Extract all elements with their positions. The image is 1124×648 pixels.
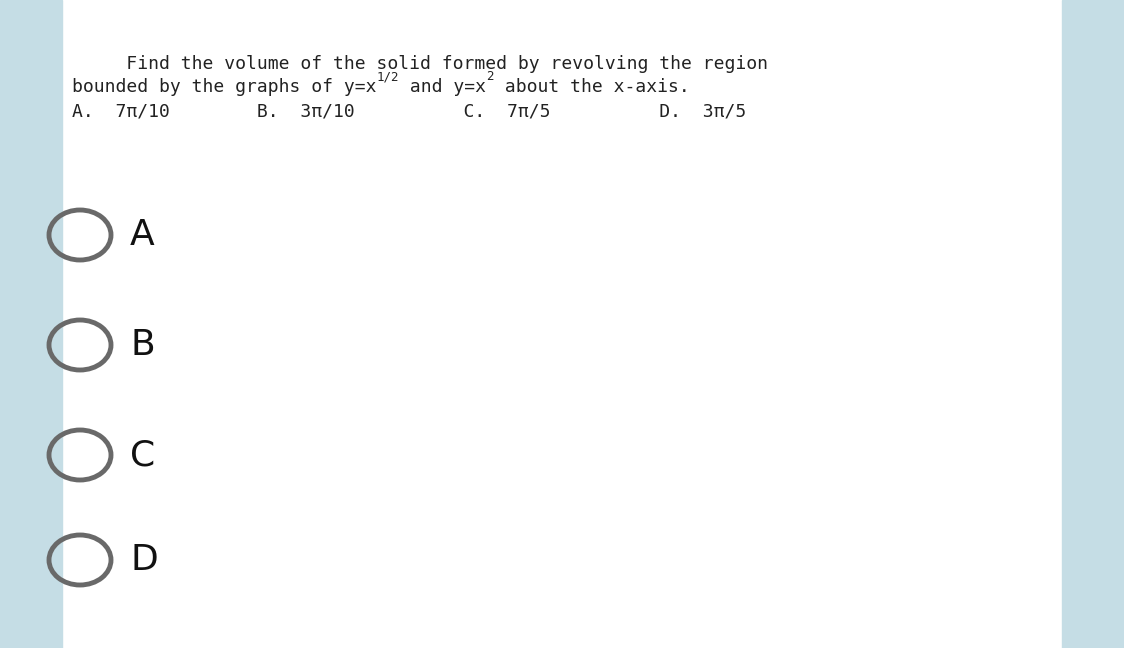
Text: and y=x: and y=x [399, 78, 486, 96]
Bar [1062, 0, 1124, 648]
Text: A: A [130, 218, 155, 252]
Text: 2: 2 [486, 70, 493, 83]
Text: 1/2: 1/2 [377, 70, 399, 83]
Text: C: C [130, 438, 155, 472]
Text: about the x-axis.: about the x-axis. [493, 78, 689, 96]
Text: D: D [130, 543, 157, 577]
Text: Find the volume of the solid formed by revolving the region: Find the volume of the solid formed by r… [72, 55, 768, 73]
Text: A.  7π/10        B.  3π/10          C.  7π/5          D.  3π/5: A. 7π/10 B. 3π/10 C. 7π/5 D. 3π/5 [72, 103, 746, 121]
Bar [0, 0, 62, 648]
Text: B: B [130, 328, 155, 362]
Text: bounded by the graphs of y=x: bounded by the graphs of y=x [72, 78, 377, 96]
